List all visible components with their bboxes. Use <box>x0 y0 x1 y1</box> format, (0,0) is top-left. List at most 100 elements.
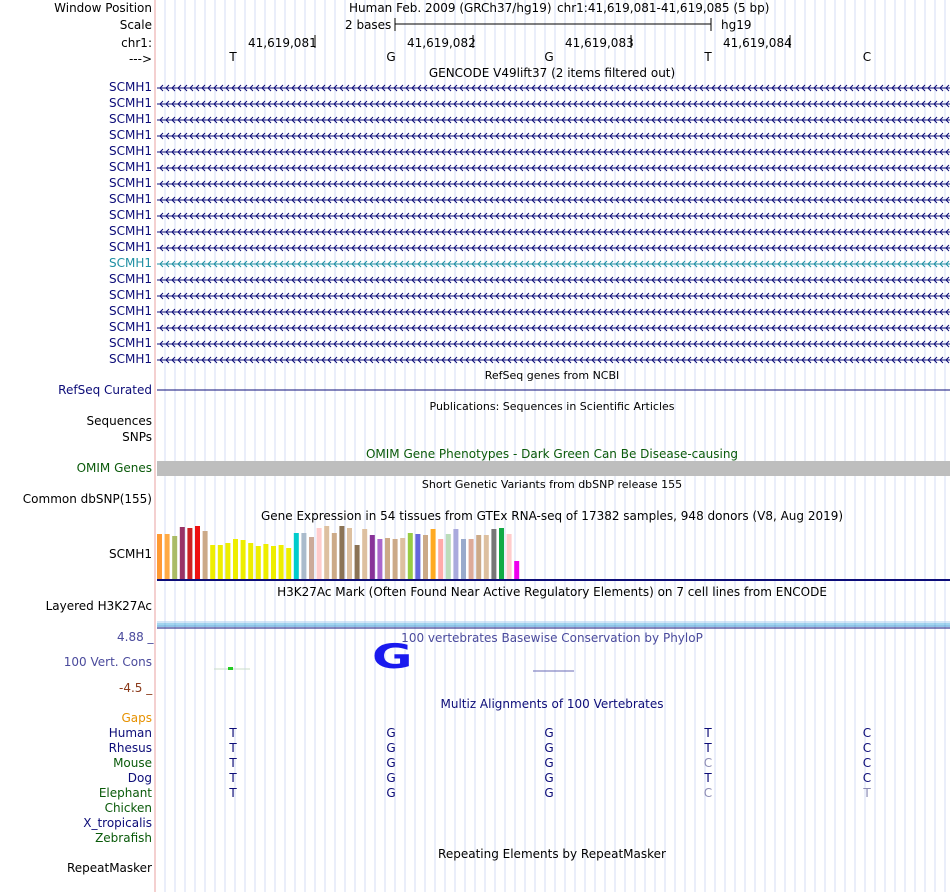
aligned-base: T <box>863 786 871 800</box>
conservation-max: 4.88 _ <box>117 630 154 644</box>
gtex-tissue-bar <box>316 528 322 579</box>
strand-arrows <box>159 84 950 92</box>
species-label: Chicken <box>104 801 152 815</box>
gencode-item-label[interactable]: SCMH1 <box>108 160 152 174</box>
gencode-item-label[interactable]: SCMH1 <box>108 192 152 206</box>
aligned-base: G <box>386 771 396 785</box>
gtex-tissue-bar <box>514 561 520 579</box>
coord-2: 41,619,082 <box>407 36 476 50</box>
phylop-score-mark <box>228 667 233 670</box>
gtex-tissue-bar <box>453 529 459 579</box>
gtex-tissue-bar <box>377 539 383 579</box>
ref-base-5: C <box>862 50 872 64</box>
gencode-item-label[interactable]: SCMH1 <box>108 320 152 334</box>
gencode-item-label[interactable]: SCMH1 <box>108 336 152 350</box>
gencode-item-label[interactable]: SCMH1 <box>108 288 152 302</box>
conservation-track-title[interactable]: 100 vertebrates Basewise Conservation by… <box>401 631 703 645</box>
gencode-item-label[interactable]: SCMH1 <box>108 128 152 142</box>
gtex-tissue-bar <box>286 548 292 579</box>
ref-base-4: T <box>704 50 712 64</box>
aligned-base: C <box>703 786 713 800</box>
gtex-tissue-bar <box>369 535 375 579</box>
gtex-tissue-bar <box>339 526 345 579</box>
coord-3: 41,619,083 <box>565 36 634 50</box>
gencode-item-label[interactable]: SCMH1 <box>108 144 152 158</box>
aligned-base: C <box>862 726 872 740</box>
gtex-tissue-bar <box>347 528 352 579</box>
gtex-tissue-bar <box>476 535 482 579</box>
gtex-gene-label[interactable]: SCMH1 <box>108 547 152 561</box>
gtex-tissue-bar <box>225 543 231 579</box>
gtex-tissue-bar <box>293 533 299 579</box>
species-label: X_tropicalis <box>83 816 152 830</box>
gencode-item-label[interactable]: SCMH1 <box>108 256 152 270</box>
gtex-tissue-bar <box>468 539 474 579</box>
gencode-item-label[interactable]: SCMH1 <box>108 304 152 318</box>
species-label: Rhesus <box>108 741 152 755</box>
gtex-tissue-bar <box>263 544 269 579</box>
gtex-tissue-bar <box>385 538 390 579</box>
gencode-item-label[interactable]: SCMH1 <box>108 176 152 190</box>
aligned-base: T <box>229 756 237 770</box>
gtex-tissue-bar <box>164 534 170 579</box>
strand-arrows <box>159 164 950 172</box>
conservation-min: -4.5 _ <box>119 681 153 695</box>
h3k27ac-track-title[interactable]: H3K27Ac Mark (Often Found Near Active Re… <box>277 585 827 599</box>
gaps-label: Gaps <box>121 711 152 725</box>
gencode-item-label[interactable]: SCMH1 <box>108 112 152 126</box>
gtex-tissue-bar <box>157 534 162 579</box>
strand-arrows <box>159 308 950 316</box>
gencode-item-label[interactable]: SCMH1 <box>108 96 152 110</box>
dbsnp-track-title[interactable]: Short Genetic Variants from dbSNP releas… <box>421 478 683 491</box>
gtex-tissue-bar <box>233 539 238 579</box>
gencode-item-label[interactable]: SCMH1 <box>108 80 152 94</box>
aligned-base: T <box>704 726 712 740</box>
omim-label[interactable]: OMIM Genes <box>76 461 152 475</box>
assembly-title: Human Feb. 2009 (GRCh37/hg19) <box>349 1 552 15</box>
aligned-base: T <box>229 786 237 800</box>
conservation-label[interactable]: 100 Vert. Cons <box>63 655 152 669</box>
gencode-track-title[interactable]: GENCODE V49lift37 (2 items filtered out) <box>428 66 676 80</box>
aligned-base: G <box>386 786 396 800</box>
multiz-track-title[interactable]: Multiz Alignments of 100 Vertebrates <box>440 697 664 711</box>
gtex-tissue-bar <box>202 531 208 579</box>
ref-base-2: G <box>386 50 396 64</box>
gencode-item-label[interactable]: SCMH1 <box>108 224 152 238</box>
omim-track-title[interactable]: OMIM Gene Phenotypes - Dark Green Can Be… <box>365 447 739 461</box>
snps-label[interactable]: SNPs <box>122 430 152 444</box>
strand-arrows <box>159 180 950 188</box>
aligned-base: T <box>229 726 237 740</box>
gtex-tissue-bar <box>278 545 284 579</box>
gencode-item-label[interactable]: SCMH1 <box>108 240 152 254</box>
species-label: Mouse <box>113 756 152 770</box>
aligned-base: G <box>544 741 554 755</box>
gtex-tissue-bar <box>331 533 337 579</box>
sequences-label[interactable]: Sequences <box>86 414 152 428</box>
repeatmasker-label[interactable]: RepeatMasker <box>66 861 152 875</box>
aligned-base: G <box>386 756 396 770</box>
dbsnp-label[interactable]: Common dbSNP(155) <box>22 492 152 506</box>
gtex-tissue-bar <box>491 529 497 579</box>
repeatmasker-track-title[interactable]: Repeating Elements by RepeatMasker <box>438 847 666 861</box>
h3k27ac-label[interactable]: Layered H3K27Ac <box>45 599 152 613</box>
db-label: hg19 <box>721 18 752 32</box>
aligned-base: C <box>862 756 872 770</box>
aligned-base: C <box>862 741 872 755</box>
gencode-item-label[interactable]: SCMH1 <box>108 272 152 286</box>
strand-arrows <box>159 292 950 300</box>
refseq-label[interactable]: RefSeq Curated <box>58 383 152 397</box>
coord-1: 41,619,081 <box>248 36 317 50</box>
gtex-track-title[interactable]: Gene Expression in 54 tissues from GTEx … <box>260 509 844 523</box>
gtex-tissue-bar <box>248 543 254 579</box>
gtex-tissue-bar <box>354 545 360 579</box>
ref-base-1: T <box>229 50 237 64</box>
gtex-tissue-bar <box>438 539 444 579</box>
gtex-tissue-bar <box>407 533 413 579</box>
refseq-track-title[interactable]: RefSeq genes from NCBI <box>484 369 620 382</box>
strand-arrows <box>159 100 950 108</box>
gencode-item-label[interactable]: SCMH1 <box>108 352 152 366</box>
strand-arrows <box>159 324 950 332</box>
gtex-tissue-bar <box>392 539 398 579</box>
gencode-item-label[interactable]: SCMH1 <box>108 208 152 222</box>
publications-track-title[interactable]: Publications: Sequences in Scientific Ar… <box>429 400 675 413</box>
